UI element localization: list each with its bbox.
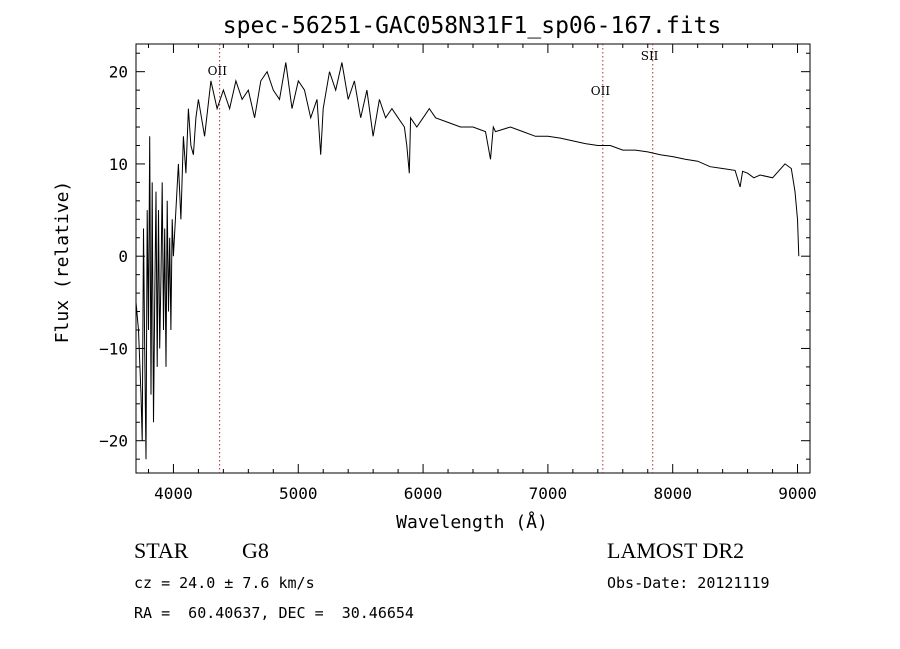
plot-frame <box>135 43 811 474</box>
y-tick-label: −20 <box>99 432 128 451</box>
object-class: STAR <box>134 538 189 563</box>
y-tick-label: −10 <box>99 339 128 358</box>
spectral-line-label: SII <box>641 49 659 63</box>
x-tick-label: 9000 <box>778 484 817 503</box>
y-axis-label: Flux (relative) <box>52 181 73 344</box>
y-tick-label: 0 <box>118 247 128 266</box>
x-tick-label: 4000 <box>154 484 193 503</box>
observation-date: Obs-Date: 20121119 <box>607 574 770 592</box>
x-tick-label: 8000 <box>653 484 692 503</box>
survey-name: LAMOST DR2 <box>607 538 745 563</box>
spectral-line-label: OII <box>591 84 611 98</box>
coordinates: RA = 60.40637, DEC = 30.46654 <box>134 604 414 622</box>
spectrum-line <box>135 62 800 460</box>
x-axis-label: Wavelength (Å) <box>396 511 548 533</box>
x-tick-label: 7000 <box>529 484 568 503</box>
x-tick-label: 5000 <box>279 484 318 503</box>
x-tick-label: 6000 <box>404 484 443 503</box>
chart-title: spec-56251-GAC058N31F1_sp06-167.fits <box>223 13 722 39</box>
spectral-line-label: OII <box>208 64 228 78</box>
y-tick-label: 10 <box>109 155 128 174</box>
plot-area: 4000 5000 6000 7000 8000 9000 −20 −10 0 10 20 OII OI… <box>99 43 817 503</box>
y-tick-label: 20 <box>109 63 128 82</box>
object-subclass: G8 <box>242 538 269 563</box>
redshift-cz: cz = 24.0 ± 7.6 km/s <box>134 574 315 592</box>
